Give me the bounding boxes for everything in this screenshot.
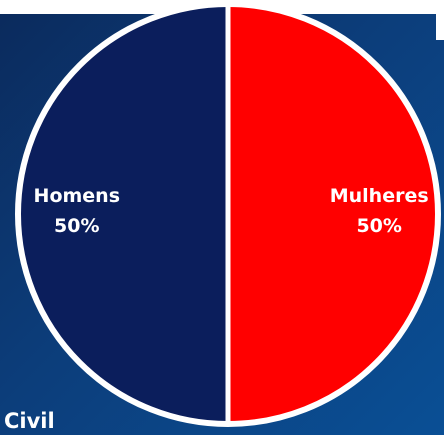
pie-slice-homens xyxy=(15,1,231,427)
section-caption: Civil xyxy=(4,409,55,433)
pie-slices xyxy=(15,1,441,427)
pie-border-ring xyxy=(15,1,441,427)
pie-slice-mulheres xyxy=(225,1,441,427)
slice-label-homens: Homens xyxy=(34,185,120,207)
slice-value-mulheres: 50% xyxy=(356,215,401,237)
pie-labels: Mulheres 50% Homens 50% xyxy=(34,185,429,237)
slice-value-homens: 50% xyxy=(54,215,99,237)
slice-label-mulheres: Mulheres xyxy=(330,185,429,207)
